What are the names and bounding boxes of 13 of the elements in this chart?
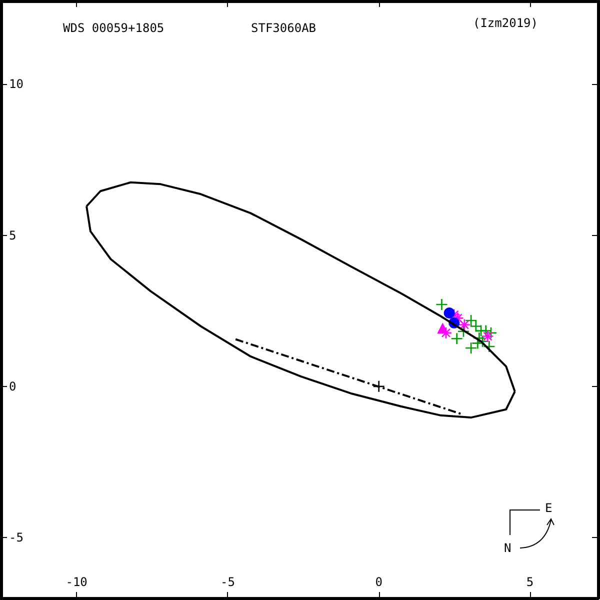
y-tick-label: 0 [9,379,16,394]
text: WDS 00059+1805 [63,21,164,35]
annotation: (Izm2019) [472,16,538,30]
y-tick-label: 5 [9,228,16,242]
y-tick-label: 10 [9,77,24,92]
x-tick-label: 5 [526,575,534,589]
x-tick-label: 0 [375,575,382,589]
x-tick-label: -10 [66,575,88,589]
annotation: N [504,541,512,555]
x-tick-label: -5 [220,575,235,589]
y-tick-label: -5 [9,530,24,545]
annotation: E [545,501,552,515]
text: STF3060AB [251,21,316,35]
